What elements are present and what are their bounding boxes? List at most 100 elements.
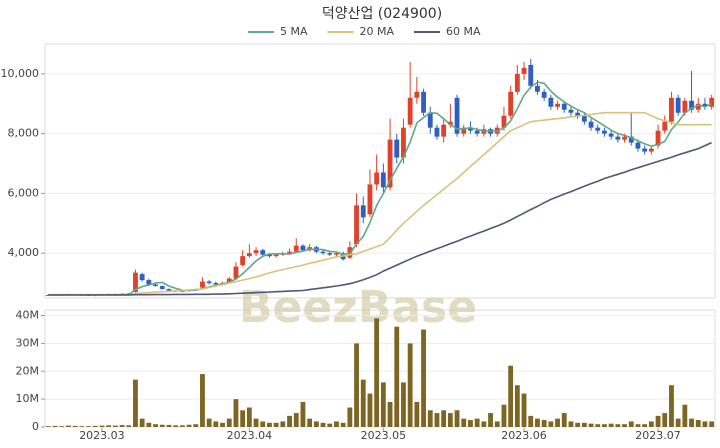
volume-bar [200, 374, 205, 427]
candle-body [159, 286, 165, 290]
candle-body [468, 127, 473, 131]
legend-label: 20 MA [360, 25, 395, 38]
candle-body [287, 251, 292, 254]
y-tick-label: 30M [16, 336, 40, 349]
candle-body [461, 127, 467, 134]
volume-bar [481, 421, 487, 427]
volume-bar [655, 415, 661, 427]
candle-body [548, 97, 554, 107]
candle-body [615, 136, 621, 140]
candle-body [246, 253, 252, 257]
volume-bar [535, 418, 540, 427]
volume-bar [213, 421, 219, 427]
candle-body [374, 172, 380, 185]
volume-bar [602, 424, 607, 427]
y-tick-label: 8,000 [8, 127, 40, 140]
candle-body [535, 85, 540, 92]
x-tick-label: 2023.07 [635, 429, 681, 442]
volume-bar [320, 422, 326, 427]
x-tick-label: 2023.04 [227, 429, 273, 442]
volume-bar [407, 343, 413, 427]
volume-bar [72, 425, 78, 427]
volume-bar [354, 343, 359, 427]
volume-bar [52, 425, 58, 427]
volume-bar [59, 426, 65, 427]
volume-bar [441, 410, 447, 427]
candle-body [568, 109, 574, 113]
candle-body [595, 127, 601, 131]
volume-bar [561, 413, 567, 427]
candle-body [441, 124, 447, 137]
candle-body [240, 256, 246, 266]
candle-body [528, 64, 534, 86]
candle-body [421, 91, 426, 113]
volume-bar [454, 410, 460, 427]
volume-bar [695, 420, 701, 427]
volume-bar [300, 401, 306, 427]
volume-bar [521, 393, 527, 427]
candle-body [608, 133, 614, 137]
volume-bar [682, 404, 688, 427]
candle-body [514, 73, 520, 92]
y-tick-label: 10M [16, 392, 40, 405]
y-tick-label: 40M [16, 309, 40, 322]
candle-body [675, 97, 681, 113]
candle-body [166, 289, 172, 291]
candle-body [434, 127, 440, 137]
candle-body [367, 184, 373, 215]
volume-bar [628, 421, 634, 427]
volume-bar [555, 418, 560, 427]
volume-bar [79, 426, 85, 427]
volume-bar [307, 418, 313, 427]
volume-bar [675, 418, 681, 427]
candle-body [447, 121, 453, 125]
volume-bar [126, 425, 132, 427]
volume-bar [387, 401, 393, 427]
legend-label: 5 MA [280, 25, 308, 38]
volume-bar [414, 401, 420, 427]
ma-line [48, 111, 712, 296]
volume-bar [374, 318, 380, 427]
candle-body [702, 103, 708, 107]
volume-bar [642, 424, 648, 427]
volume-bar [153, 424, 158, 427]
volume-bar [99, 425, 105, 427]
candle-body [407, 97, 413, 125]
volume-bar [468, 420, 473, 427]
volume-bar [669, 385, 674, 427]
candle-body [226, 278, 232, 284]
candle-body [555, 103, 560, 107]
candle-body [253, 250, 259, 254]
candle-body [179, 290, 185, 292]
candle-body [327, 253, 333, 255]
volume-bar [327, 423, 333, 427]
candle-body [575, 112, 581, 116]
candle-body [508, 91, 514, 116]
volume-bar [166, 425, 172, 427]
x-tick-label: 2023.03 [79, 429, 125, 442]
y-tick-label: 0 [32, 420, 39, 433]
candle-body [521, 67, 527, 74]
volume-bar [380, 382, 386, 427]
plot-area [44, 43, 716, 299]
volume-bar [575, 422, 581, 427]
volume-bar [581, 422, 587, 427]
volume-bar [159, 424, 165, 427]
volume-bar [112, 425, 118, 427]
volume-bar [608, 423, 614, 427]
candle-body [628, 136, 634, 143]
candle-body [401, 127, 406, 158]
volume-bar [347, 407, 353, 427]
candle-body [427, 112, 433, 128]
ma-line [48, 81, 712, 296]
candle-body [414, 91, 420, 98]
volume-bar [595, 424, 601, 427]
volume-bar [45, 426, 51, 427]
volume-bar [501, 404, 507, 427]
volume-bar [394, 326, 400, 427]
volume-bar [514, 385, 520, 427]
candle-body [648, 148, 654, 152]
volume-bar [474, 418, 480, 427]
volume-bar [240, 410, 246, 427]
